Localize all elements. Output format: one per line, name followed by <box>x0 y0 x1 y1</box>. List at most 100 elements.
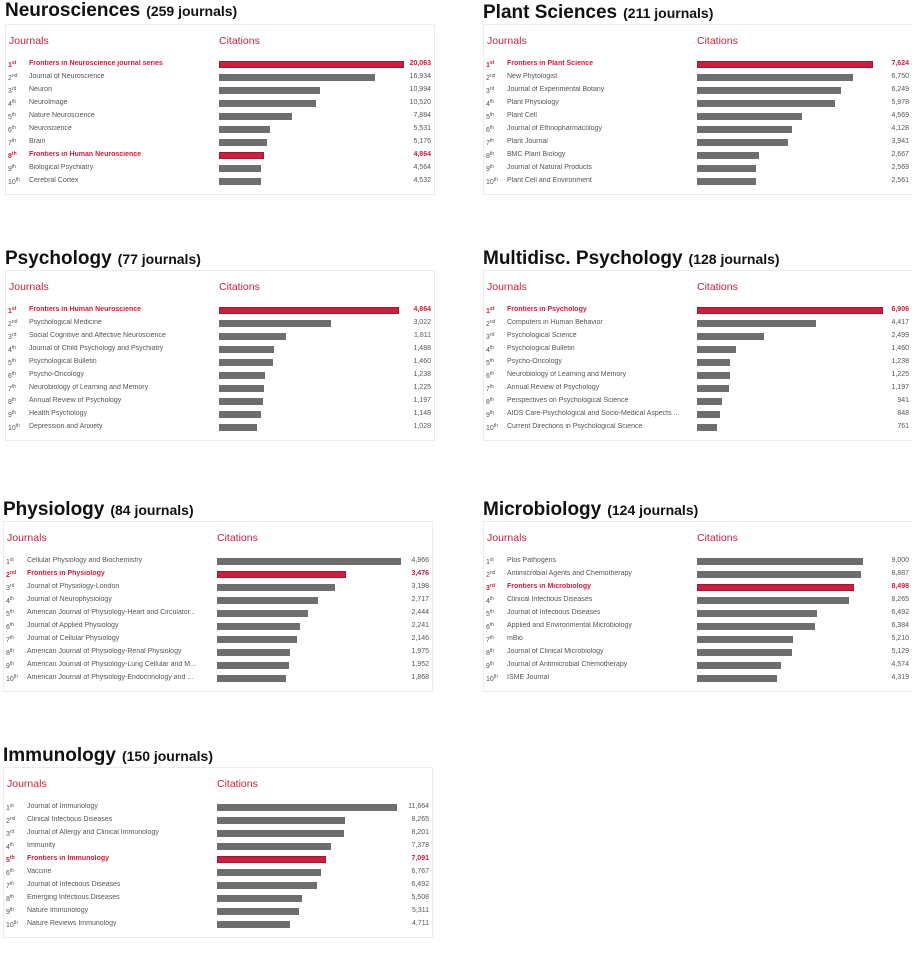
citation-value: 5,176 <box>413 138 431 145</box>
citation-bar <box>697 411 720 418</box>
chart-box: Journals Citations 1st Frontiers in Plant S… <box>483 24 912 195</box>
citation-value: 6,249 <box>891 86 909 93</box>
journal-name: Annual Review of Psychology <box>29 397 122 404</box>
journal-name: Frontiers in Human Neuroscience <box>29 151 142 158</box>
rank-label: 4th <box>6 842 24 851</box>
rank-label: 8th <box>6 648 24 657</box>
citation-bar <box>219 139 267 146</box>
rank-suffix: th <box>11 164 17 170</box>
table-row: 6th Psycho-Oncology 1,238 <box>6 369 434 382</box>
table-row: 5th Nature Neuroscience 7,884 <box>6 110 434 123</box>
panel-journal-count: (128 journals) <box>688 251 780 267</box>
citation-value: 9,000 <box>891 557 909 564</box>
panel-journal-count: (77 journals) <box>117 251 201 267</box>
panel-title: Multidisc. Psychology (128 journals) <box>483 248 780 270</box>
rank-number: 2 <box>486 572 490 579</box>
rank-label: 2nd <box>6 570 24 579</box>
citation-bar <box>697 675 777 682</box>
rank-number: 8 <box>6 650 10 657</box>
rank-number: 1 <box>486 559 490 566</box>
journal-name: American Journal of Physiology-Heart and… <box>27 609 196 616</box>
rank-suffix: th <box>9 609 15 615</box>
table-row: 9th Biological Psychiatry 4,564 <box>6 162 434 175</box>
citations-header: Citations <box>697 281 738 293</box>
citation-bar <box>219 346 274 353</box>
table-row: 10th Cerebral Cortex 4,532 <box>6 175 434 188</box>
rank-label: 10th <box>486 674 504 683</box>
citation-bar <box>219 178 261 185</box>
citation-bar <box>219 398 263 405</box>
journal-name: Journal of Ethnopharmacology <box>507 125 602 132</box>
table-row: 5th American Journal of Physiology-Heart … <box>4 607 432 620</box>
rank-label: 6th <box>486 125 504 134</box>
citation-bar <box>219 320 331 327</box>
rank-label: 1st <box>486 306 504 315</box>
citation-value: 4,711 <box>412 920 429 927</box>
journal-name: Journal of Neurophysiology <box>27 596 112 603</box>
table-row: 7th Plant Journal 3,941 <box>484 136 912 149</box>
citation-value: 4,319 <box>891 674 909 681</box>
journal-name: Journal of Allergy and Clinical Immunolo… <box>27 829 159 836</box>
citation-bar <box>217 584 335 591</box>
citation-value: 7,884 <box>413 112 431 119</box>
citation-bar <box>217 908 299 915</box>
citation-value: 7,378 <box>411 842 429 849</box>
rank-suffix: rd <box>9 583 15 589</box>
table-row: 1st Cellular Physiology and Biochemistry 4… <box>4 555 432 568</box>
rank-label: 9th <box>486 661 504 670</box>
journal-name: Antimicrobial Agents and Chemotherapy <box>507 570 632 577</box>
rank-label: 1st <box>6 803 24 812</box>
citation-bar <box>217 597 318 604</box>
rank-number: 3 <box>6 585 10 592</box>
rank-label: 6th <box>486 622 504 631</box>
rank-number: 10 <box>486 676 494 683</box>
table-row: 9th Journal of Antimicrobial Chemotherapy… <box>484 659 912 672</box>
citation-value: 6,492 <box>411 881 429 888</box>
journals-header: Journals <box>7 778 47 790</box>
panel-title: Immunology (150 journals) <box>3 745 213 767</box>
rank-suffix: nd <box>489 319 496 325</box>
citation-value: 8,265 <box>891 596 909 603</box>
rank-label: 10th <box>8 177 26 186</box>
rank-suffix: th <box>15 177 20 183</box>
citation-value: 6,492 <box>891 609 909 616</box>
journals-header: Journals <box>7 532 47 544</box>
journal-name: Applied and Environmental Microbiology <box>507 622 632 629</box>
citations-header: Citations <box>217 532 258 544</box>
rank-label: 9th <box>8 164 26 173</box>
rank-number: 2 <box>6 818 10 825</box>
citation-bar <box>697 424 717 431</box>
citation-bar <box>219 411 261 418</box>
journal-name: Clinical Infectious Diseases <box>27 816 113 823</box>
rank-label: 10th <box>6 674 24 683</box>
rank-number: 4 <box>6 598 10 605</box>
chart-panel: Physiology (84 journals) Journals Citations… <box>3 497 433 724</box>
journal-name: Nature Neuroscience <box>29 112 95 119</box>
journal-name: Journal of Immunology <box>27 803 98 810</box>
journal-name: New Phytologist <box>507 73 558 80</box>
citation-value: 2,146 <box>411 635 429 642</box>
table-row: 7th Neurobiology of Learning and Memory 1,… <box>6 382 434 395</box>
rank-number: 6 <box>8 373 12 380</box>
journal-name: Psychological Science <box>507 332 577 339</box>
citation-bar <box>697 152 759 159</box>
rank-label: 1st <box>8 60 26 69</box>
rank-number: 1 <box>8 62 12 69</box>
citation-bar <box>217 843 331 850</box>
rank-suffix: th <box>9 868 15 874</box>
rank-suffix: th <box>11 358 17 364</box>
journal-name: Brain <box>29 138 46 145</box>
table-row: 3rd Journal of Allergy and Clinical Immun… <box>4 827 432 840</box>
rank-number: 6 <box>486 373 490 380</box>
table-row: 3rd Psychological Science 2,499 <box>484 330 912 343</box>
citation-bar <box>217 882 317 889</box>
rank-label: 1st <box>6 557 24 566</box>
rank-label: 7th <box>8 384 26 393</box>
rank-suffix: st <box>489 557 494 563</box>
citations-header: Citations <box>219 281 260 293</box>
citations-header: Citations <box>697 35 738 47</box>
citation-value: 761 <box>897 423 909 430</box>
rank-label: 10th <box>486 423 504 432</box>
citation-bar <box>217 649 290 656</box>
table-row: 3rd Frontiers in Microbiology 8,498 <box>484 581 912 594</box>
